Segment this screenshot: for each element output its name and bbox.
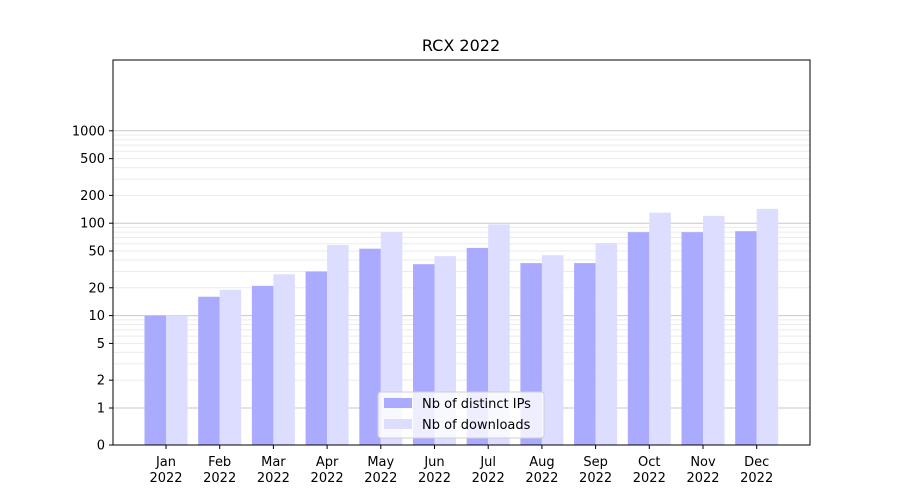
- bar-downloads: [488, 224, 510, 445]
- legend-label: Nb of distinct IPs: [422, 397, 531, 412]
- x-tick-label: Aug 2022: [525, 455, 558, 486]
- bar-downloads: [273, 274, 295, 445]
- x-tick-label: Jan 2022: [149, 455, 182, 486]
- y-axis: 0 1 2 5 10 20 50 100 200 500 1000: [72, 124, 113, 454]
- x-tick-label: Apr 2022: [311, 455, 344, 486]
- bar-distinct-ips: [681, 232, 703, 445]
- bar-distinct-ips: [574, 263, 596, 445]
- x-tick-label: Feb 2022: [203, 455, 236, 486]
- bar-distinct-ips: [305, 271, 328, 445]
- y-tick-label: 20: [88, 281, 105, 296]
- x-tick-label: Jun 2022: [418, 455, 451, 486]
- bar-distinct-ips: [359, 248, 381, 445]
- legend-box: [377, 391, 545, 439]
- x-tick-label: Sep 2022: [579, 455, 612, 486]
- legend-swatch: [384, 419, 412, 429]
- bar-downloads: [166, 315, 188, 445]
- chart-title: RCX 2022: [422, 36, 500, 55]
- y-tick-label: 0: [97, 439, 105, 454]
- bar-distinct-ips: [198, 296, 220, 445]
- x-axis: Jan 2022 Feb 2022 Mar 2022 Apr 2022 May 2022 Jun 20…: [149, 445, 773, 486]
- y-tick-label: 2: [97, 374, 105, 389]
- bar-downloads: [541, 255, 564, 445]
- y-tick-label: 200: [80, 189, 105, 204]
- x-tick-label: Dec 2022: [740, 455, 773, 486]
- legend: Nb of distinct IPs Nb of downloads: [377, 391, 545, 439]
- bar-downloads: [649, 212, 671, 445]
- legend-label: Nb of downloads: [422, 418, 531, 433]
- bar-downloads: [219, 289, 242, 445]
- y-tick-label: 10: [88, 309, 105, 324]
- y-tick-label: 100: [80, 217, 105, 232]
- bar-downloads: [756, 208, 779, 445]
- y-tick-label: 1000: [72, 124, 105, 139]
- x-tick-label: Nov 2022: [686, 455, 719, 486]
- x-tick-label: Mar 2022: [257, 455, 290, 486]
- y-tick-label: 1: [97, 402, 105, 417]
- x-tick-label: Oct 2022: [633, 455, 666, 486]
- bar-downloads: [703, 215, 725, 445]
- y-tick-label: 500: [80, 152, 105, 167]
- y-tick-label: 5: [97, 337, 105, 352]
- legend-swatch: [384, 398, 412, 408]
- bar-downloads: [327, 245, 349, 445]
- bar-downloads: [595, 243, 618, 445]
- bar-distinct-ips: [144, 315, 166, 445]
- x-tick-label: Jul 2022: [472, 455, 505, 486]
- bar-distinct-ips: [251, 285, 274, 445]
- y-tick-label: 50: [88, 245, 105, 260]
- bar-distinct-ips: [627, 232, 650, 445]
- bar-distinct-ips: [735, 231, 757, 445]
- plot-frame: [112, 59, 811, 446]
- x-tick-label: May 2022: [364, 455, 397, 486]
